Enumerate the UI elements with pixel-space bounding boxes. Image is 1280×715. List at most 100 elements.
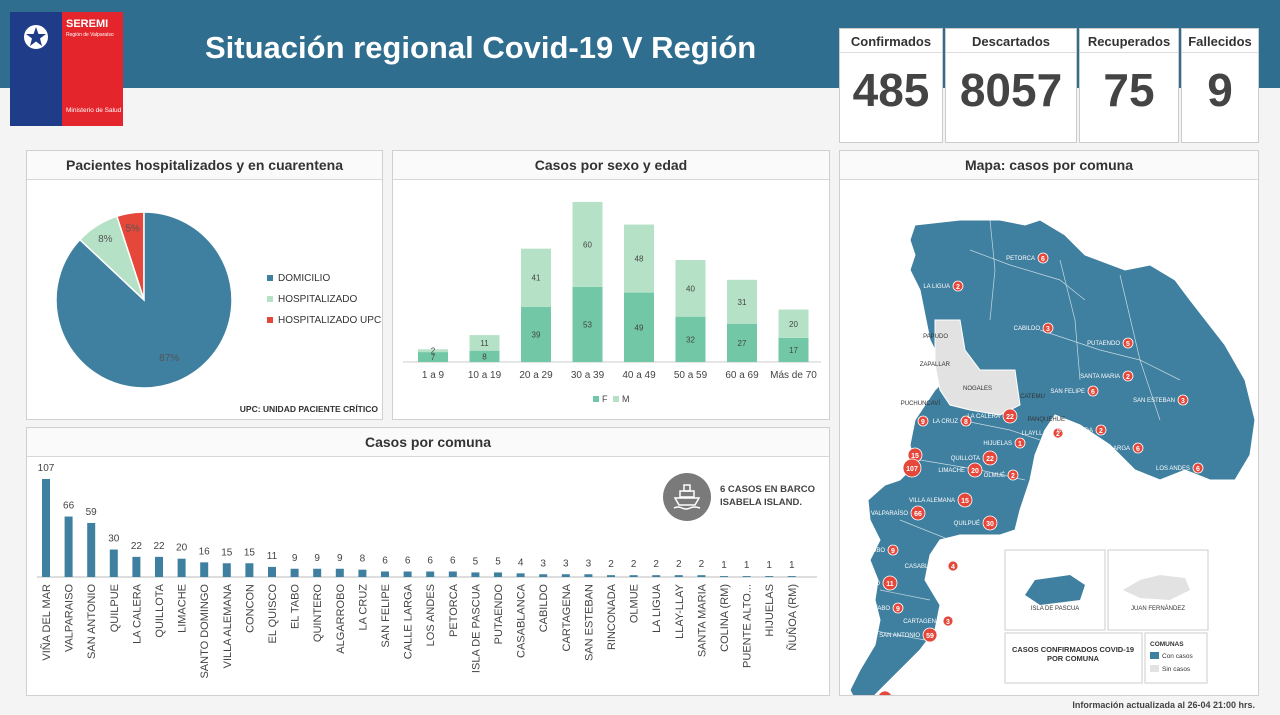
tick-label: CABILDO [538, 584, 550, 633]
map-comuna: QUINTERO 9 [883, 415, 929, 427]
tick-label: RINCONADA [606, 583, 618, 650]
map-comuna-name: LA CRUZ [933, 419, 959, 425]
sex-age-chart: 72 1 a 9 8 11 10 a 19 39 41 20 a 29 53 60 30 a 39 4… [403, 201, 821, 404]
tick-label: CASABLANCA [516, 583, 528, 658]
panel-title: Mapa: casos por comuna [840, 151, 1258, 180]
panel-title: Pacientes hospitalizados y en cuarentena [27, 151, 382, 180]
map-comuna: PANQUEHUE [1027, 417, 1065, 423]
legend-swatch [613, 396, 619, 402]
map-comuna-name: QUINTERO [883, 419, 915, 425]
map-comuna-name: RINCONADA [1057, 428, 1093, 434]
bar-value: 22 [131, 541, 143, 552]
sin-casos-swatch [1150, 665, 1159, 672]
tick-label: LA CALERA [131, 583, 143, 644]
map-case-count: 4 [951, 564, 955, 571]
boat-note: 6 CASOS EN BARCO ISABELA ISLAND. [720, 483, 815, 509]
sin-casos-label: Sin casos [1162, 666, 1191, 673]
map-comuna-name: SAN ESTEBAN [1133, 398, 1175, 404]
panel-title: Casos por sexo y edad [393, 151, 829, 180]
legend-swatch [593, 396, 599, 402]
comunas-label: COMUNAS [1150, 641, 1184, 648]
bar-value: 1 [744, 560, 750, 571]
map-case-count: 20 [971, 468, 979, 475]
map-comuna: VIÑA DEL MAR 107 [858, 458, 922, 478]
tick-label: LIMACHE [177, 584, 189, 633]
tick-label: SAN ANTONIO [86, 584, 98, 659]
map-case-count: 9 [896, 606, 900, 613]
bar-M [572, 201, 603, 287]
tick-label: QUILPUE [109, 584, 121, 632]
map-case-bubble [910, 505, 926, 521]
bar-M [521, 248, 551, 307]
map-comuna-name: LA CALERA [967, 414, 1000, 420]
map-comuna: LA LIGUA 2 [923, 280, 964, 292]
map-case-bubble [877, 690, 893, 706]
bar-F [624, 292, 654, 362]
comuna-bar [494, 572, 502, 577]
map-case-bubble [1122, 337, 1134, 349]
page-title: Situación regional Covid-19 V Región [205, 30, 757, 65]
tick-label: EL QUISCO [267, 584, 279, 644]
tick-label: LOS ANDES [425, 584, 437, 646]
map-case-count: 6 [1136, 446, 1140, 453]
map-comuna-name: PUCHUNCAVÍ [901, 400, 941, 407]
logo-bottom-text: Ministerio de Salud [66, 107, 122, 114]
map-case-bubble [942, 615, 954, 627]
bar-value: 31 [738, 298, 747, 307]
legend-label: HOSPITALIZADO [278, 294, 358, 305]
comuna-bar [607, 575, 615, 577]
map-case-bubble [1095, 424, 1107, 436]
stat-label: Fallecidos [1182, 29, 1258, 53]
tick-label: ÑUÑOA (RM) [786, 584, 799, 651]
tick-label: 30 a 39 [571, 370, 605, 381]
bar-value: 32 [686, 335, 695, 344]
pie-chart: 5% 8% 87% [55, 211, 233, 389]
tick-label: LLAY-LLAY [674, 583, 686, 639]
comuna-bar [539, 574, 548, 577]
map-legend-box [1004, 632, 1143, 684]
map-comuna-name: PUTAENDO [1087, 341, 1120, 347]
comuna-bar [448, 571, 457, 577]
bar-value: 41 [532, 274, 541, 283]
bar-value: 53 [583, 320, 592, 329]
map-case-count: 1 [1018, 441, 1022, 448]
comuna-bar [787, 576, 796, 577]
map-case-count: 66 [914, 511, 922, 518]
tick-label: EL TABO [290, 584, 302, 629]
seremi-logo: SEREMI Región de Valparaíso Ministerio d… [10, 12, 123, 126]
map-case-bubble [982, 515, 998, 531]
map-comuna: PAPUDO [923, 334, 948, 340]
comuna-bar [64, 516, 73, 577]
map-comuna: NOGALES [963, 386, 992, 392]
tick-label: COLINA (RM) [719, 584, 731, 652]
boat-note-line1: 6 CASOS EN BARCO [720, 484, 816, 495]
bar-F [778, 337, 809, 362]
bar-value: 16 [199, 546, 211, 557]
logo-title: SEREMI [66, 18, 109, 30]
comuna-bar [720, 576, 728, 577]
bar-value: 15 [221, 547, 233, 558]
bar-value: 2 [608, 559, 614, 570]
tick-label: 20 a 29 [519, 370, 553, 381]
map-case-bubble [1007, 469, 1019, 481]
map-comuna-name: CASABLANCA [905, 564, 945, 570]
bar-value: 2 [653, 559, 659, 570]
bar-M [469, 335, 500, 351]
tick-label: LA CRUZ [357, 584, 369, 631]
map-legend-title: CASOS CONFIRMADOS COVID-19 POR COMUNA [1011, 645, 1135, 663]
map-case-bubble [1087, 385, 1099, 397]
map-comuna-name: ALGARROBO [847, 548, 885, 554]
bar-value: 11 [480, 339, 489, 348]
stat-recuperados: Recuperados 75 [1079, 28, 1179, 143]
comuna-bar [132, 556, 141, 577]
comuna-panel: Casos por comuna 107 VIÑA DEL MAR 66 VALPAR… [26, 427, 830, 696]
bar-value: 1 [721, 560, 727, 571]
map-comuna-name: CABILDO [1014, 326, 1041, 332]
legend-hospitalizado-upc: HOSPITALIZADO UPC [267, 315, 381, 326]
map-comuna: EL QUISCO 11 [848, 575, 898, 591]
map-comuna: CASABLANCA 4 [905, 560, 959, 572]
map-case-count: 2 [1099, 428, 1103, 435]
map-case-bubble [1002, 408, 1018, 424]
isla-pascua-shape [1025, 575, 1085, 605]
